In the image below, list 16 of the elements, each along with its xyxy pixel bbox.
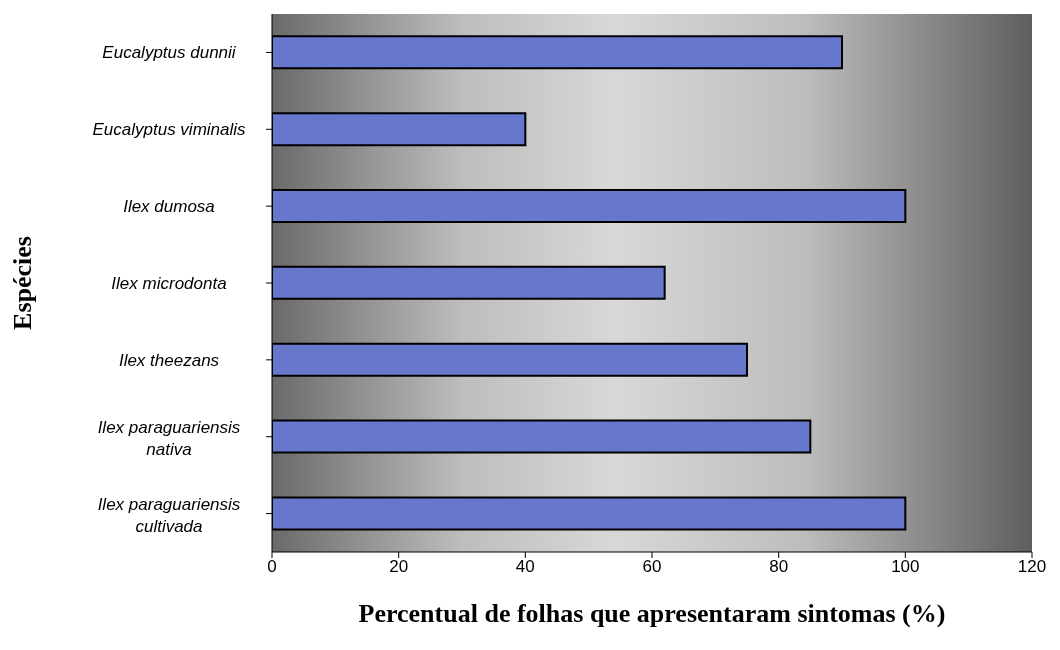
x-tick-label: 60 — [642, 557, 662, 577]
y-tick-label: Ilex theezans — [118, 350, 220, 370]
y-tick-label: Ilex paraguariensis cultivada — [97, 494, 241, 536]
x-tick-label: 80 — [769, 557, 789, 577]
x-tick-label: 40 — [515, 557, 535, 577]
x-tick-label: 20 — [389, 557, 409, 577]
x-tick-label: 100 — [891, 557, 920, 577]
y-tick-label: Ilex dumosa — [123, 197, 215, 217]
y-axis-title: Espécies — [8, 236, 38, 330]
x-axis-title: Percentual de folhas que apresentaram sintomas (%) — [358, 599, 946, 628]
y-tick-label: Ilex paraguariensis nativa — [97, 417, 241, 459]
y-tick-label: Ilex microdonta — [111, 274, 227, 293]
y-tick-label: Eucalyptus dunnii — [102, 43, 237, 63]
x-tick-label: 120 — [1017, 557, 1047, 577]
y-tick-label: Eucalyptus viminalis — [92, 120, 247, 140]
x-tick-label: 0 — [267, 557, 277, 577]
